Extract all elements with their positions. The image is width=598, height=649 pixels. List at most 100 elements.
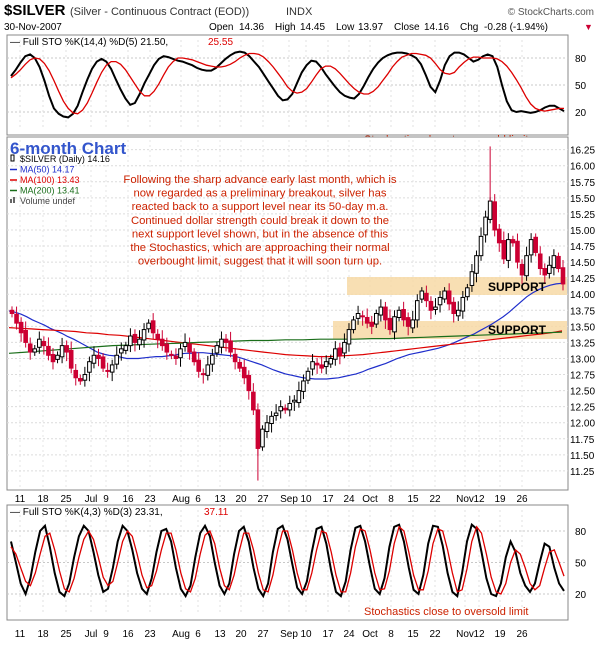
price-y-tick-label: 12.25 [570, 403, 595, 414]
candle-body [200, 373, 206, 376]
candle-body [373, 313, 379, 325]
candle-body [228, 340, 233, 353]
x-axis-label: 9 [103, 629, 109, 640]
x-axis-label: Sep [280, 629, 298, 640]
candle-body [506, 239, 511, 261]
x-axis-label: 12 [473, 494, 485, 505]
candle-body [255, 409, 261, 449]
stockcharts-watermark: © StockCharts.com [508, 7, 594, 18]
candle-body [182, 341, 188, 348]
candle-body [510, 239, 516, 244]
top-sto-y-tick-label: 50 [575, 81, 587, 92]
high-value: 14.45 [300, 22, 325, 33]
price-y-tick-label: 16.25 [570, 146, 595, 157]
close-label: Close [394, 22, 420, 33]
candle-body [150, 320, 156, 334]
candle-body [292, 399, 297, 403]
x-axis-label: Oct [362, 494, 378, 505]
x-axis-label: Aug [172, 629, 190, 640]
candle-body [178, 348, 183, 359]
top-panel-lines [10, 50, 565, 119]
price-y-tick-label: 13.75 [570, 306, 595, 317]
top-sto-series-d-line [10, 52, 564, 115]
candle-body [460, 296, 466, 312]
x-axis-label: 13 [214, 629, 226, 640]
x-axis-label: 24 [343, 629, 355, 640]
candle-body [32, 348, 38, 353]
candle-body [465, 287, 470, 298]
bot-sto-series-d-line [10, 525, 565, 595]
candle-body [478, 235, 484, 257]
x-axis-labels-middle: 11 18 25 Jul 9 16 23 Aug 6 13 20 27 Sep 10 17 24 Oct 8 15 2… [15, 494, 528, 505]
candle-body [401, 309, 406, 321]
x-axis-labels-bottom: 11 18 25 Jul 9 16 23 Aug 6 13 20 27 Sep 10 17 24 Oct 8 15 2… [15, 629, 528, 640]
candle-body [351, 319, 356, 331]
candle-body [474, 255, 479, 274]
candle-body [118, 348, 124, 354]
candle-body [547, 264, 552, 274]
price-y-tick-label: 11.25 [570, 467, 595, 478]
candle-body [96, 354, 101, 359]
candle-body [100, 356, 106, 369]
candle-body [14, 313, 19, 324]
candle-body [187, 343, 192, 353]
candle-body [260, 428, 265, 448]
candle-body [305, 370, 311, 381]
x-axis-label: 12 [473, 629, 485, 640]
x-axis-label: 20 [235, 629, 247, 640]
candle-body [9, 309, 15, 315]
candle-body [378, 306, 384, 316]
candle-body [455, 309, 461, 317]
x-axis-label: 26 [516, 494, 528, 505]
price-y-tick-label: 15.50 [570, 194, 595, 205]
candle-body [191, 351, 197, 363]
legend-entry: MA(50) 14.17 [20, 165, 75, 175]
candle-body [537, 253, 543, 270]
open-label: Open [209, 22, 233, 33]
chart-date: 30-Nov-2007 [4, 22, 62, 33]
candle-body [41, 341, 47, 347]
legend-entry: MA(200) 13.41 [20, 186, 80, 196]
top-sto-y-tick-label: 80 [575, 54, 587, 65]
candle-body [23, 329, 28, 343]
x-axis-label: 6 [195, 629, 201, 640]
candle-body [123, 345, 129, 351]
candle-body [196, 359, 202, 372]
candle-body [515, 240, 520, 263]
ma-line-100 [8, 327, 563, 358]
candle-body [492, 201, 497, 231]
price-candles [9, 146, 566, 481]
x-axis-label: 10 [300, 494, 312, 505]
candle-body [214, 345, 220, 354]
candle-body [59, 345, 65, 358]
candle-body [146, 322, 151, 330]
x-axis-label: Aug [172, 494, 190, 505]
x-axis-label: 11 [15, 629, 26, 640]
candle-body [383, 306, 388, 321]
price-y-tick-label: 14.00 [570, 290, 595, 301]
commentary-line: Continued dollar strength could break it… [131, 215, 389, 227]
candle-body [251, 391, 256, 411]
commentary-line: overbought limit, suggest that it will s… [138, 256, 382, 268]
candle-body [360, 315, 365, 318]
candle-body [137, 338, 142, 346]
candle-body [296, 390, 302, 404]
bot-sto-y-tick-label: 20 [575, 590, 587, 601]
x-axis-label: 11 [15, 494, 26, 505]
candle-body [246, 374, 252, 392]
candle-body [524, 255, 529, 277]
price-y-tick-label: 14.25 [570, 274, 595, 285]
x-axis-label: 24 [343, 494, 355, 505]
candle-body [78, 378, 83, 382]
candle-body [287, 402, 293, 411]
x-axis-label: 19 [494, 494, 506, 505]
candle-body [141, 329, 147, 341]
bottom-panel-annotation: Stochastics close to oversold limit [364, 606, 528, 618]
candle-body [364, 316, 370, 324]
candle-body [164, 343, 170, 353]
bottom-panel-legend: — Full STO %K(4,3) %D(3) 23.31, [10, 507, 163, 518]
candle-body [323, 361, 329, 368]
x-axis-label: 27 [257, 494, 269, 505]
